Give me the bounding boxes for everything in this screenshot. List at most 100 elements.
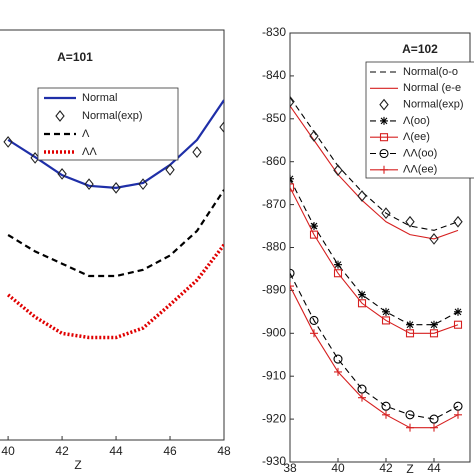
marker-circle <box>333 354 343 364</box>
marker-plus <box>454 410 462 419</box>
series-line <box>290 272 459 420</box>
marker-diamond <box>192 146 202 159</box>
marker-square <box>453 320 463 329</box>
legend-label: ΛΛ(oo) <box>403 147 437 159</box>
legend-label: Normal (e-e <box>403 82 461 94</box>
marker-diamond <box>138 178 148 191</box>
series-line <box>290 285 459 429</box>
series-line <box>290 178 459 326</box>
plot-area <box>3 99 224 340</box>
x-axis-label: Z <box>74 458 81 472</box>
series-line <box>7 99 224 189</box>
marker-square <box>309 230 319 239</box>
y-tick-label: -850 <box>262 111 286 125</box>
axes-frame <box>289 32 471 463</box>
marker-star <box>454 307 462 316</box>
marker-plus <box>290 282 294 291</box>
marker-diamond <box>381 207 391 220</box>
marker-diamond <box>405 215 415 228</box>
marker-square <box>429 329 439 338</box>
x-tick-label: 46 <box>163 444 177 458</box>
marker-plus <box>406 423 414 432</box>
marker-star <box>334 260 342 269</box>
legend-label: ΛΛ(ee) <box>403 164 437 176</box>
x-tick-label: 42 <box>55 444 69 458</box>
marker-plus <box>382 410 390 419</box>
marker-star <box>358 290 366 299</box>
y-tick-label: -930 <box>262 454 286 468</box>
y-tick-label: -870 <box>262 197 286 211</box>
x-tick-label: 48 <box>217 444 231 458</box>
marker-circle <box>405 410 415 420</box>
marker-diamond <box>429 233 439 245</box>
legend-label: Λ <box>82 128 90 140</box>
legend-marker <box>380 116 388 125</box>
marker-diamond <box>309 130 319 142</box>
y-tick-label: -880 <box>262 240 286 254</box>
x-tick-label: 44 <box>109 444 123 458</box>
marker-diamond <box>84 178 94 191</box>
marker-diamond <box>357 190 367 202</box>
x-tick-label: 42 <box>379 461 393 474</box>
x-tick-label: 40 <box>1 444 15 458</box>
marker-diamond <box>3 136 13 148</box>
y-tick-label: -900 <box>262 325 286 339</box>
marker-circle <box>429 414 439 424</box>
marker-square <box>405 329 415 338</box>
x-tick-label: 38 <box>283 461 297 474</box>
marker-diamond <box>333 164 343 177</box>
legend-marker <box>379 148 389 159</box>
marker-square <box>333 269 343 278</box>
legend-label: Normal <box>82 92 117 104</box>
x-tick-label: 40 <box>331 461 345 474</box>
legend-marker <box>379 98 389 111</box>
legend-label: ΛΛ <box>82 146 97 158</box>
plot-area <box>290 95 463 432</box>
legend-marker <box>55 110 65 122</box>
x-tick-label: 44 <box>427 461 441 474</box>
legend-label: Λ(ee) <box>403 131 430 143</box>
marker-diamond <box>57 168 67 180</box>
marker-plus <box>310 329 318 338</box>
legend-box <box>37 87 179 161</box>
marker-circle <box>290 268 295 278</box>
x-axis-label: Z <box>406 462 413 474</box>
marker-star <box>430 320 438 329</box>
marker-star <box>310 222 318 231</box>
y-tick-label: -840 <box>262 68 286 82</box>
marker-square <box>357 299 367 308</box>
y-tick-label: -890 <box>262 283 286 297</box>
chart-title: A=101 <box>57 50 93 64</box>
marker-plus <box>430 423 438 432</box>
marker-plus <box>358 393 366 402</box>
marker-diamond <box>453 215 463 228</box>
marker-circle <box>381 401 391 411</box>
marker-circle <box>357 384 367 394</box>
legend-marker <box>380 165 388 174</box>
chart-title: A=102 <box>402 42 438 56</box>
y-tick-label: -920 <box>262 411 286 425</box>
marker-plus <box>334 367 342 376</box>
legend-label: Normal(o-o <box>403 66 458 78</box>
marker-square <box>381 316 391 325</box>
series-line <box>290 97 459 231</box>
marker-star <box>406 320 414 329</box>
series-line <box>7 189 224 278</box>
marker-circle <box>453 401 463 411</box>
marker-diamond <box>165 163 175 176</box>
legend-label: Normal(exp) <box>82 110 143 122</box>
legend-label: Λ(oo) <box>403 115 430 127</box>
legend-marker <box>379 133 389 142</box>
series-line <box>290 187 459 334</box>
y-tick-label: -860 <box>262 154 286 168</box>
marker-square <box>290 183 295 192</box>
axes-frame <box>0 29 225 441</box>
marker-circle <box>309 315 319 325</box>
y-tick-label: -910 <box>262 368 286 382</box>
marker-diamond <box>290 95 295 108</box>
marker-diamond <box>111 181 121 194</box>
marker-star <box>290 174 294 183</box>
series-line <box>6 243 224 340</box>
legend-label: Normal(exp) <box>403 99 464 111</box>
